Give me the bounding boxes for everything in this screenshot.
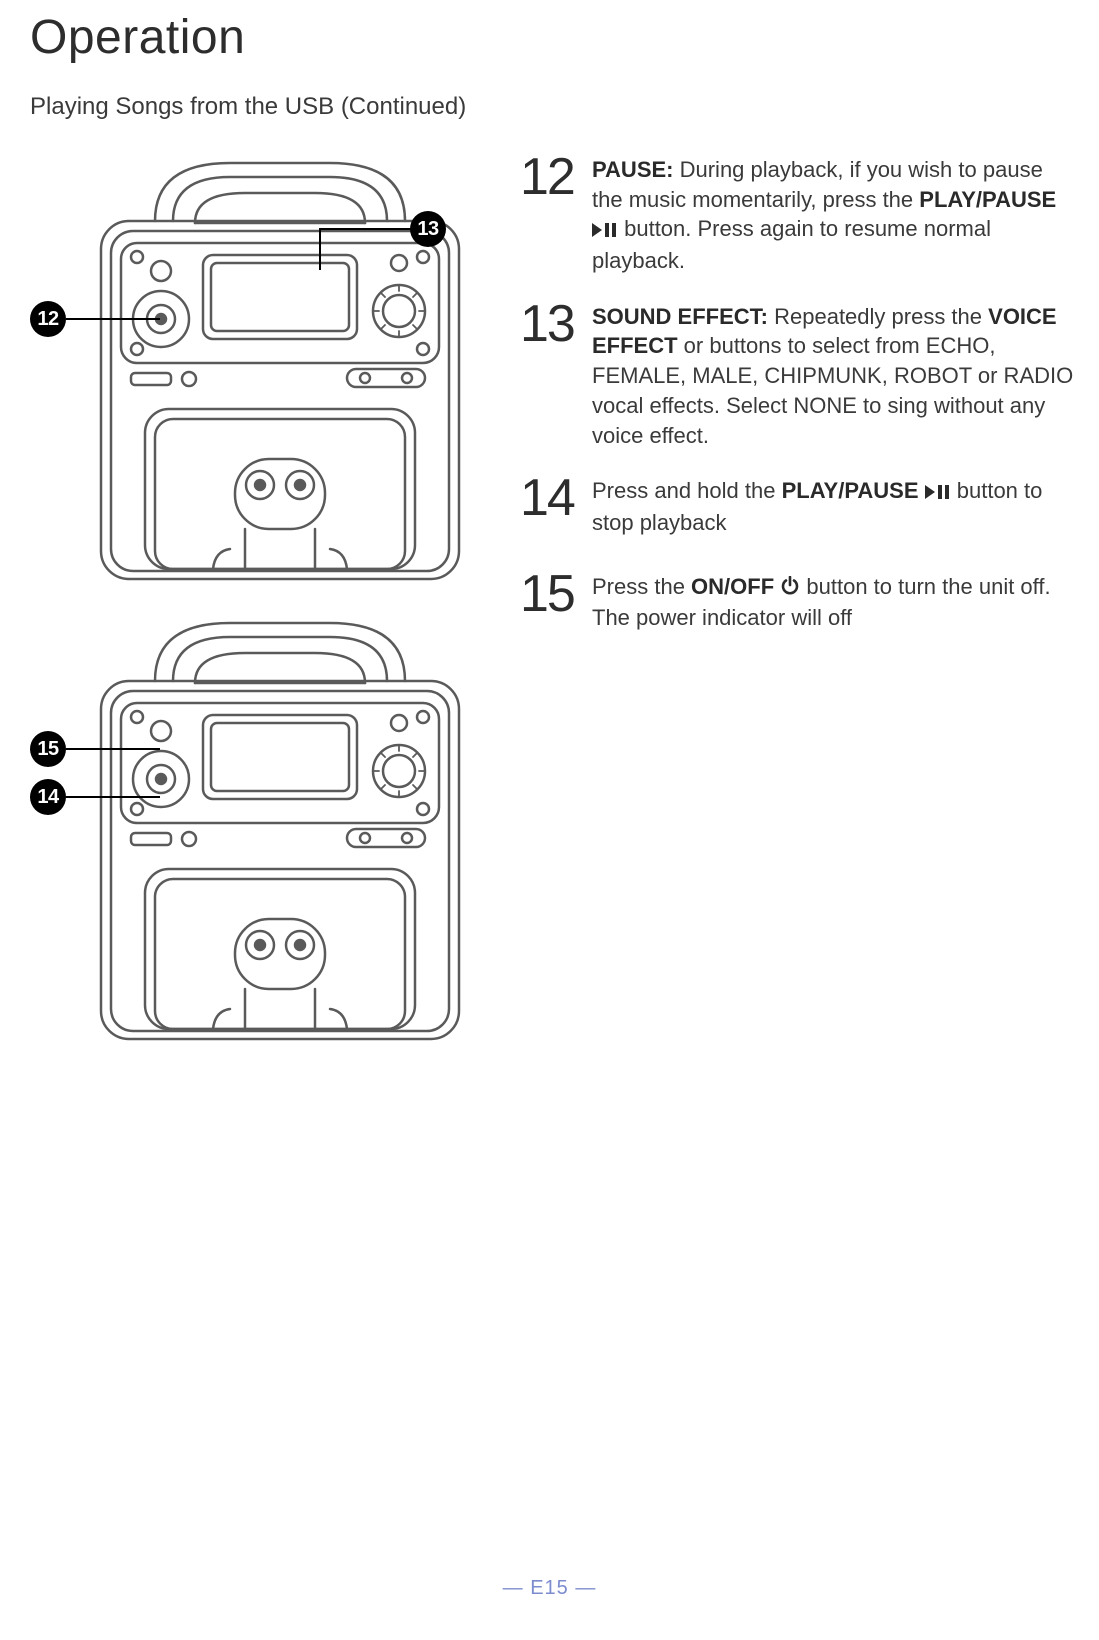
page-footer: — E15 — <box>0 1577 1099 1600</box>
step-label: SOUND EFFECT: <box>592 304 768 329</box>
play-pause-icon <box>592 216 618 246</box>
step-15: 15 Press the ON/OFF button to turn the u… <box>520 568 1079 633</box>
device-illustration-2 <box>95 611 465 1046</box>
step-12: 12 PAUSE: During playback, if you wish t… <box>520 151 1079 276</box>
play-pause-icon <box>925 478 951 508</box>
power-icon <box>780 574 800 604</box>
step-bold: PLAY/PAUSE <box>919 187 1056 212</box>
step-body: SOUND EFFECT: Repeatedly press the VOICE… <box>592 298 1079 450</box>
callout-lead-12 <box>66 318 160 320</box>
step-body: Press the ON/OFF button to turn the unit… <box>592 568 1079 633</box>
steps-column: 12 PAUSE: During playback, if you wish t… <box>520 151 1079 1071</box>
step-label: PAUSE: <box>592 157 674 182</box>
step-body: Press and hold the PLAY/PAUSE button to … <box>592 472 1079 537</box>
step-text: button. Press again to resume normal pla… <box>592 216 991 273</box>
callout-lead-13b <box>319 228 321 270</box>
step-body: PAUSE: During playback, if you wish to p… <box>592 151 1079 276</box>
step-text: Press and hold the <box>592 478 782 503</box>
callout-badge-13: 13 <box>410 211 446 247</box>
step-number: 14 <box>520 472 592 537</box>
callout-badge-14: 14 <box>30 779 66 815</box>
step-number: 13 <box>520 298 592 450</box>
step-number: 15 <box>520 568 592 633</box>
section-subtitle: Playing Songs from the USB (Continued) <box>30 93 1079 121</box>
step-bold: PLAY/PAUSE <box>782 478 919 503</box>
step-number: 12 <box>520 151 592 276</box>
step-bold: ON/OFF <box>691 574 774 599</box>
device-illustration-1 <box>95 151 465 586</box>
step-14: 14 Press and hold the PLAY/PAUSE button … <box>520 472 1079 537</box>
callout-badge-15: 15 <box>30 731 66 767</box>
step-13: 13 SOUND EFFECT: Repeatedly press the VO… <box>520 298 1079 450</box>
page-title: Operation <box>30 10 1079 65</box>
step-text: Repeatedly press the <box>768 304 988 329</box>
step-text: Press the <box>592 574 691 599</box>
callout-lead-14 <box>66 796 160 798</box>
callout-lead-15 <box>66 748 160 750</box>
callout-lead-13a <box>320 228 414 230</box>
callout-badge-12: 12 <box>30 301 66 337</box>
diagram-column: 12 13 15 14 <box>30 151 500 1071</box>
